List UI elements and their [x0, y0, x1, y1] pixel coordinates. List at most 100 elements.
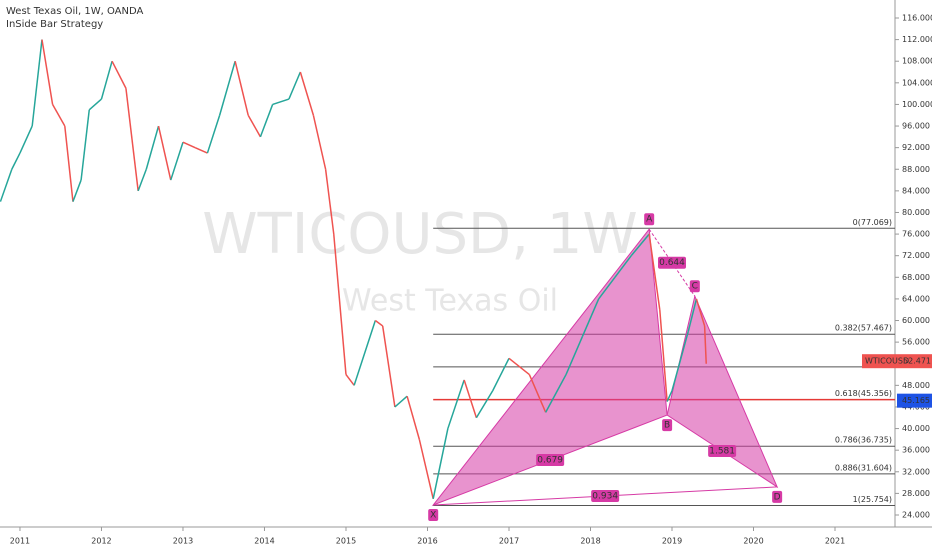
price-segment: [41, 39, 54, 105]
y-tick-label: 64.000: [902, 294, 930, 303]
price-segment: [353, 320, 377, 386]
price-segment: [671, 331, 690, 391]
point-label: C: [692, 282, 698, 292]
price-segment: [51, 104, 66, 127]
price-segment: [100, 61, 113, 100]
x-tick-label: 2016: [417, 537, 437, 546]
y-tick-label: 56.000: [902, 338, 930, 347]
y-tick-label: 72.000: [902, 251, 930, 260]
price-segment: [206, 115, 221, 154]
y-tick-label: 116.000: [902, 13, 932, 22]
ratio-label: 0.644: [659, 258, 685, 268]
price-segment: [703, 325, 707, 364]
price-segment: [170, 142, 184, 181]
price-segment: [581, 298, 600, 338]
price-segment: [687, 298, 698, 332]
y-tick-label: 112.000: [902, 35, 932, 44]
watermark-ticker: WTICOUSD, 1W: [202, 202, 638, 267]
price-segment: [666, 390, 673, 402]
alert-price-tag: [897, 393, 932, 408]
price-segment: [528, 374, 547, 413]
alert-price-label: 45.165: [902, 396, 930, 405]
point-marker: [772, 490, 783, 503]
point-marker: [428, 509, 439, 522]
price-segment: [432, 428, 449, 499]
price-segment: [324, 169, 335, 235]
price-segment: [19, 125, 33, 154]
price-segment: [111, 60, 127, 89]
price-segment: [418, 439, 434, 499]
x-tick-label: 2011: [10, 537, 30, 546]
price-segment: [463, 379, 478, 418]
price-segment: [447, 379, 465, 429]
y-tick-label: 40.000: [902, 424, 930, 433]
price-segment: [381, 325, 396, 408]
y-tick-label: 104.000: [902, 78, 932, 87]
fib-label: 1(25.754): [853, 495, 892, 504]
price-segment: [11, 152, 21, 170]
price-segment: [659, 309, 668, 402]
watermark-name: West Texas Oil: [342, 284, 558, 319]
y-tick-label: 24.000: [902, 511, 930, 520]
fib-label: 0.886(31.604): [835, 463, 892, 472]
study-name: InSide Bar Strategy: [6, 19, 103, 30]
last-price-symbol: WTICOUSD: [865, 357, 909, 366]
fib-label: 0.618(45.356): [835, 389, 892, 398]
price-segment: [72, 179, 82, 202]
price-segment: [299, 71, 315, 116]
price-segment: [312, 115, 327, 170]
price-segment: [565, 336, 584, 375]
price-segment: [333, 234, 347, 375]
price-segment: [218, 61, 236, 116]
y-tick-label: 108.000: [902, 57, 932, 66]
last-price-tag: [862, 354, 932, 369]
point-marker: [662, 419, 673, 432]
price-segment: [80, 109, 90, 181]
x-tick-label: 2021: [825, 537, 845, 546]
symbol-line: West Texas Oil, 1W, OANDA: [6, 6, 144, 17]
price-segment: [182, 141, 196, 149]
ratio-box: [536, 454, 565, 467]
point-label: X: [430, 511, 436, 521]
price-segment: [125, 88, 139, 191]
ratio-box: [591, 489, 620, 502]
ratio-label: 1.581: [709, 446, 735, 456]
ratio-box: [658, 256, 687, 269]
x-tick-label: 2012: [91, 537, 111, 546]
price-segment: [288, 71, 302, 100]
price-segment: [31, 39, 43, 127]
fib-label: 0.786(36.735): [835, 436, 892, 445]
y-tick-label: 80.000: [902, 208, 930, 217]
price-segment: [545, 374, 567, 413]
point-marker: [689, 280, 700, 293]
price-segment: [614, 255, 632, 278]
price-segment: [394, 395, 408, 408]
x-tick-label: 2020: [743, 537, 763, 546]
price-segment: [145, 125, 160, 170]
point-label: B: [664, 421, 670, 431]
price-segment: [64, 125, 74, 202]
ratio-box: [708, 444, 737, 457]
y-tick-label: 84.000: [902, 186, 930, 195]
x-tick-label: 2015: [336, 537, 356, 546]
price-segment: [0, 169, 13, 202]
x-tick-label: 2017: [499, 537, 519, 546]
y-tick-label: 28.000: [902, 489, 930, 498]
price-segment: [88, 98, 102, 111]
y-tick-label: 96.000: [902, 122, 930, 131]
price-segment: [157, 125, 172, 181]
x-tick-label: 2019: [662, 537, 682, 546]
price-segment: [630, 233, 650, 257]
point-marker: [644, 213, 655, 226]
fib-label: 0.382(57.467): [835, 324, 892, 333]
ratio-label: 0.934: [592, 491, 618, 501]
price-segment: [137, 168, 148, 192]
y-tick-label: 32.000: [902, 467, 930, 476]
price-segment: [194, 146, 208, 154]
x-tick-label: 2013: [173, 537, 193, 546]
price-segment: [695, 298, 706, 327]
price-segment: [598, 276, 616, 300]
y-tick-label: 88.000: [902, 165, 930, 174]
x-tick-label: 2018: [580, 537, 600, 546]
price-segment: [345, 374, 355, 386]
